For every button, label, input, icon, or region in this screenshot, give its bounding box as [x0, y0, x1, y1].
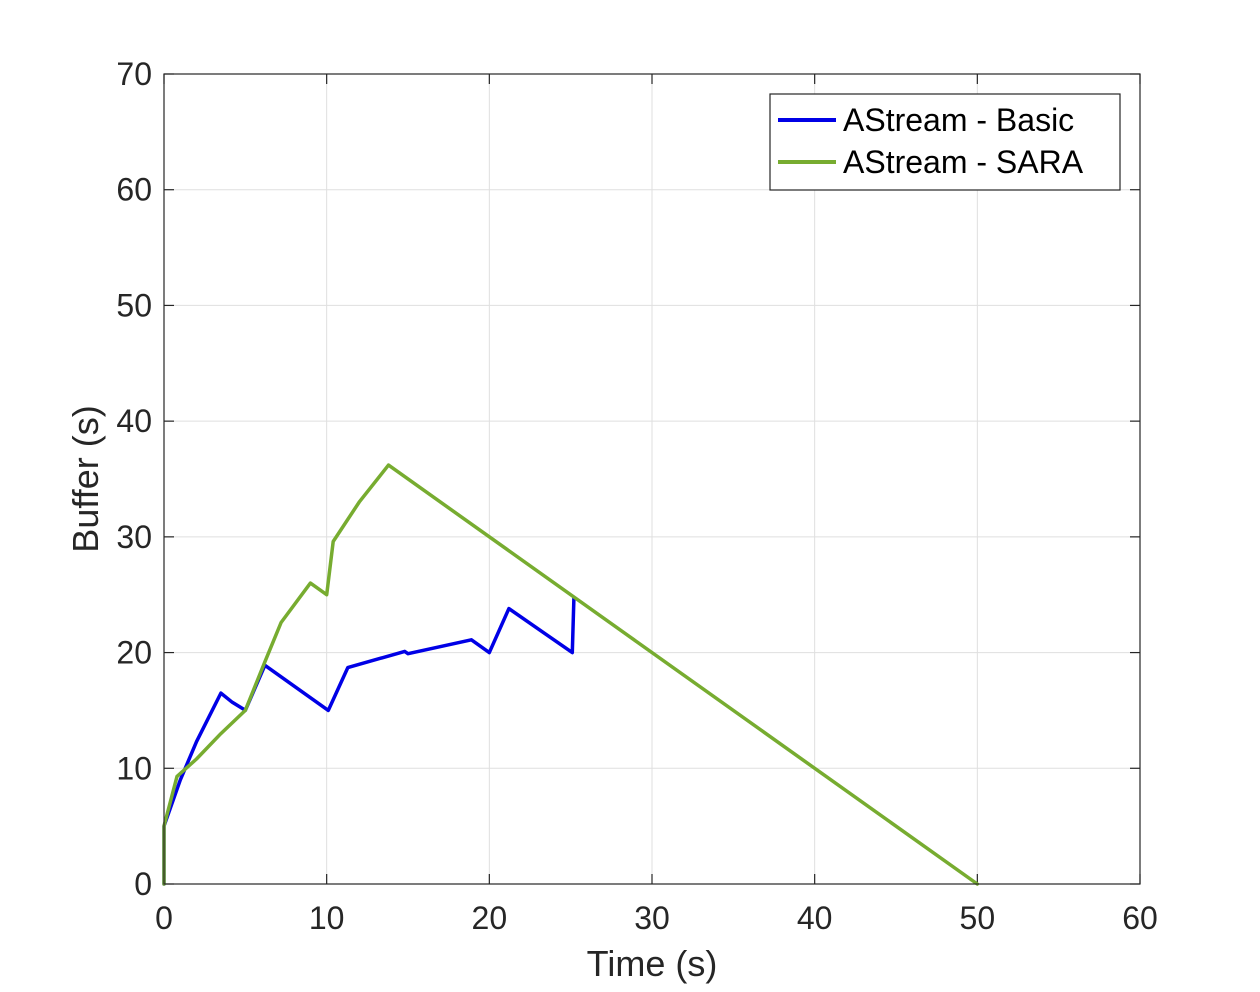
x-tick-label: 20: [472, 900, 508, 936]
y-axis-tick-labels: 0 10 20 30 40 50 60 70: [116, 56, 152, 902]
series-line-sara: [162, 463, 980, 886]
x-tick-label: 40: [797, 900, 833, 936]
y-tick-label: 20: [116, 635, 152, 671]
legend-label-sara: AStream - SARA: [843, 144, 1084, 180]
y-tick-label: 70: [116, 56, 152, 92]
x-tick-label: 0: [155, 900, 173, 936]
x-axis-label: Time (s): [587, 943, 718, 984]
x-axis-tick-labels: 0 10 20 30 40 50 60: [155, 900, 1158, 936]
legend-box: [769, 93, 1121, 191]
plot-area-border: [163, 73, 1141, 885]
y-tick-label: 50: [116, 287, 152, 323]
y-tick-label: 10: [116, 750, 152, 786]
y-tick-label: 30: [116, 519, 152, 555]
y-tick-label: 0: [134, 866, 152, 902]
series-line-basic: [162, 596, 576, 886]
y-axis-label: Buffer (s): [65, 405, 106, 552]
series-layer: [162, 463, 980, 886]
legend: AStream - Basic AStream - SARA: [769, 93, 1121, 191]
x-tick-label: 30: [634, 900, 670, 936]
y-tick-label: 40: [116, 403, 152, 439]
x-tick-label: 60: [1122, 900, 1158, 936]
legend-label-basic: AStream - Basic: [843, 102, 1074, 138]
x-tick-label: 10: [309, 900, 345, 936]
y-tick-label: 60: [116, 172, 152, 208]
x-tick-label: 50: [960, 900, 996, 936]
